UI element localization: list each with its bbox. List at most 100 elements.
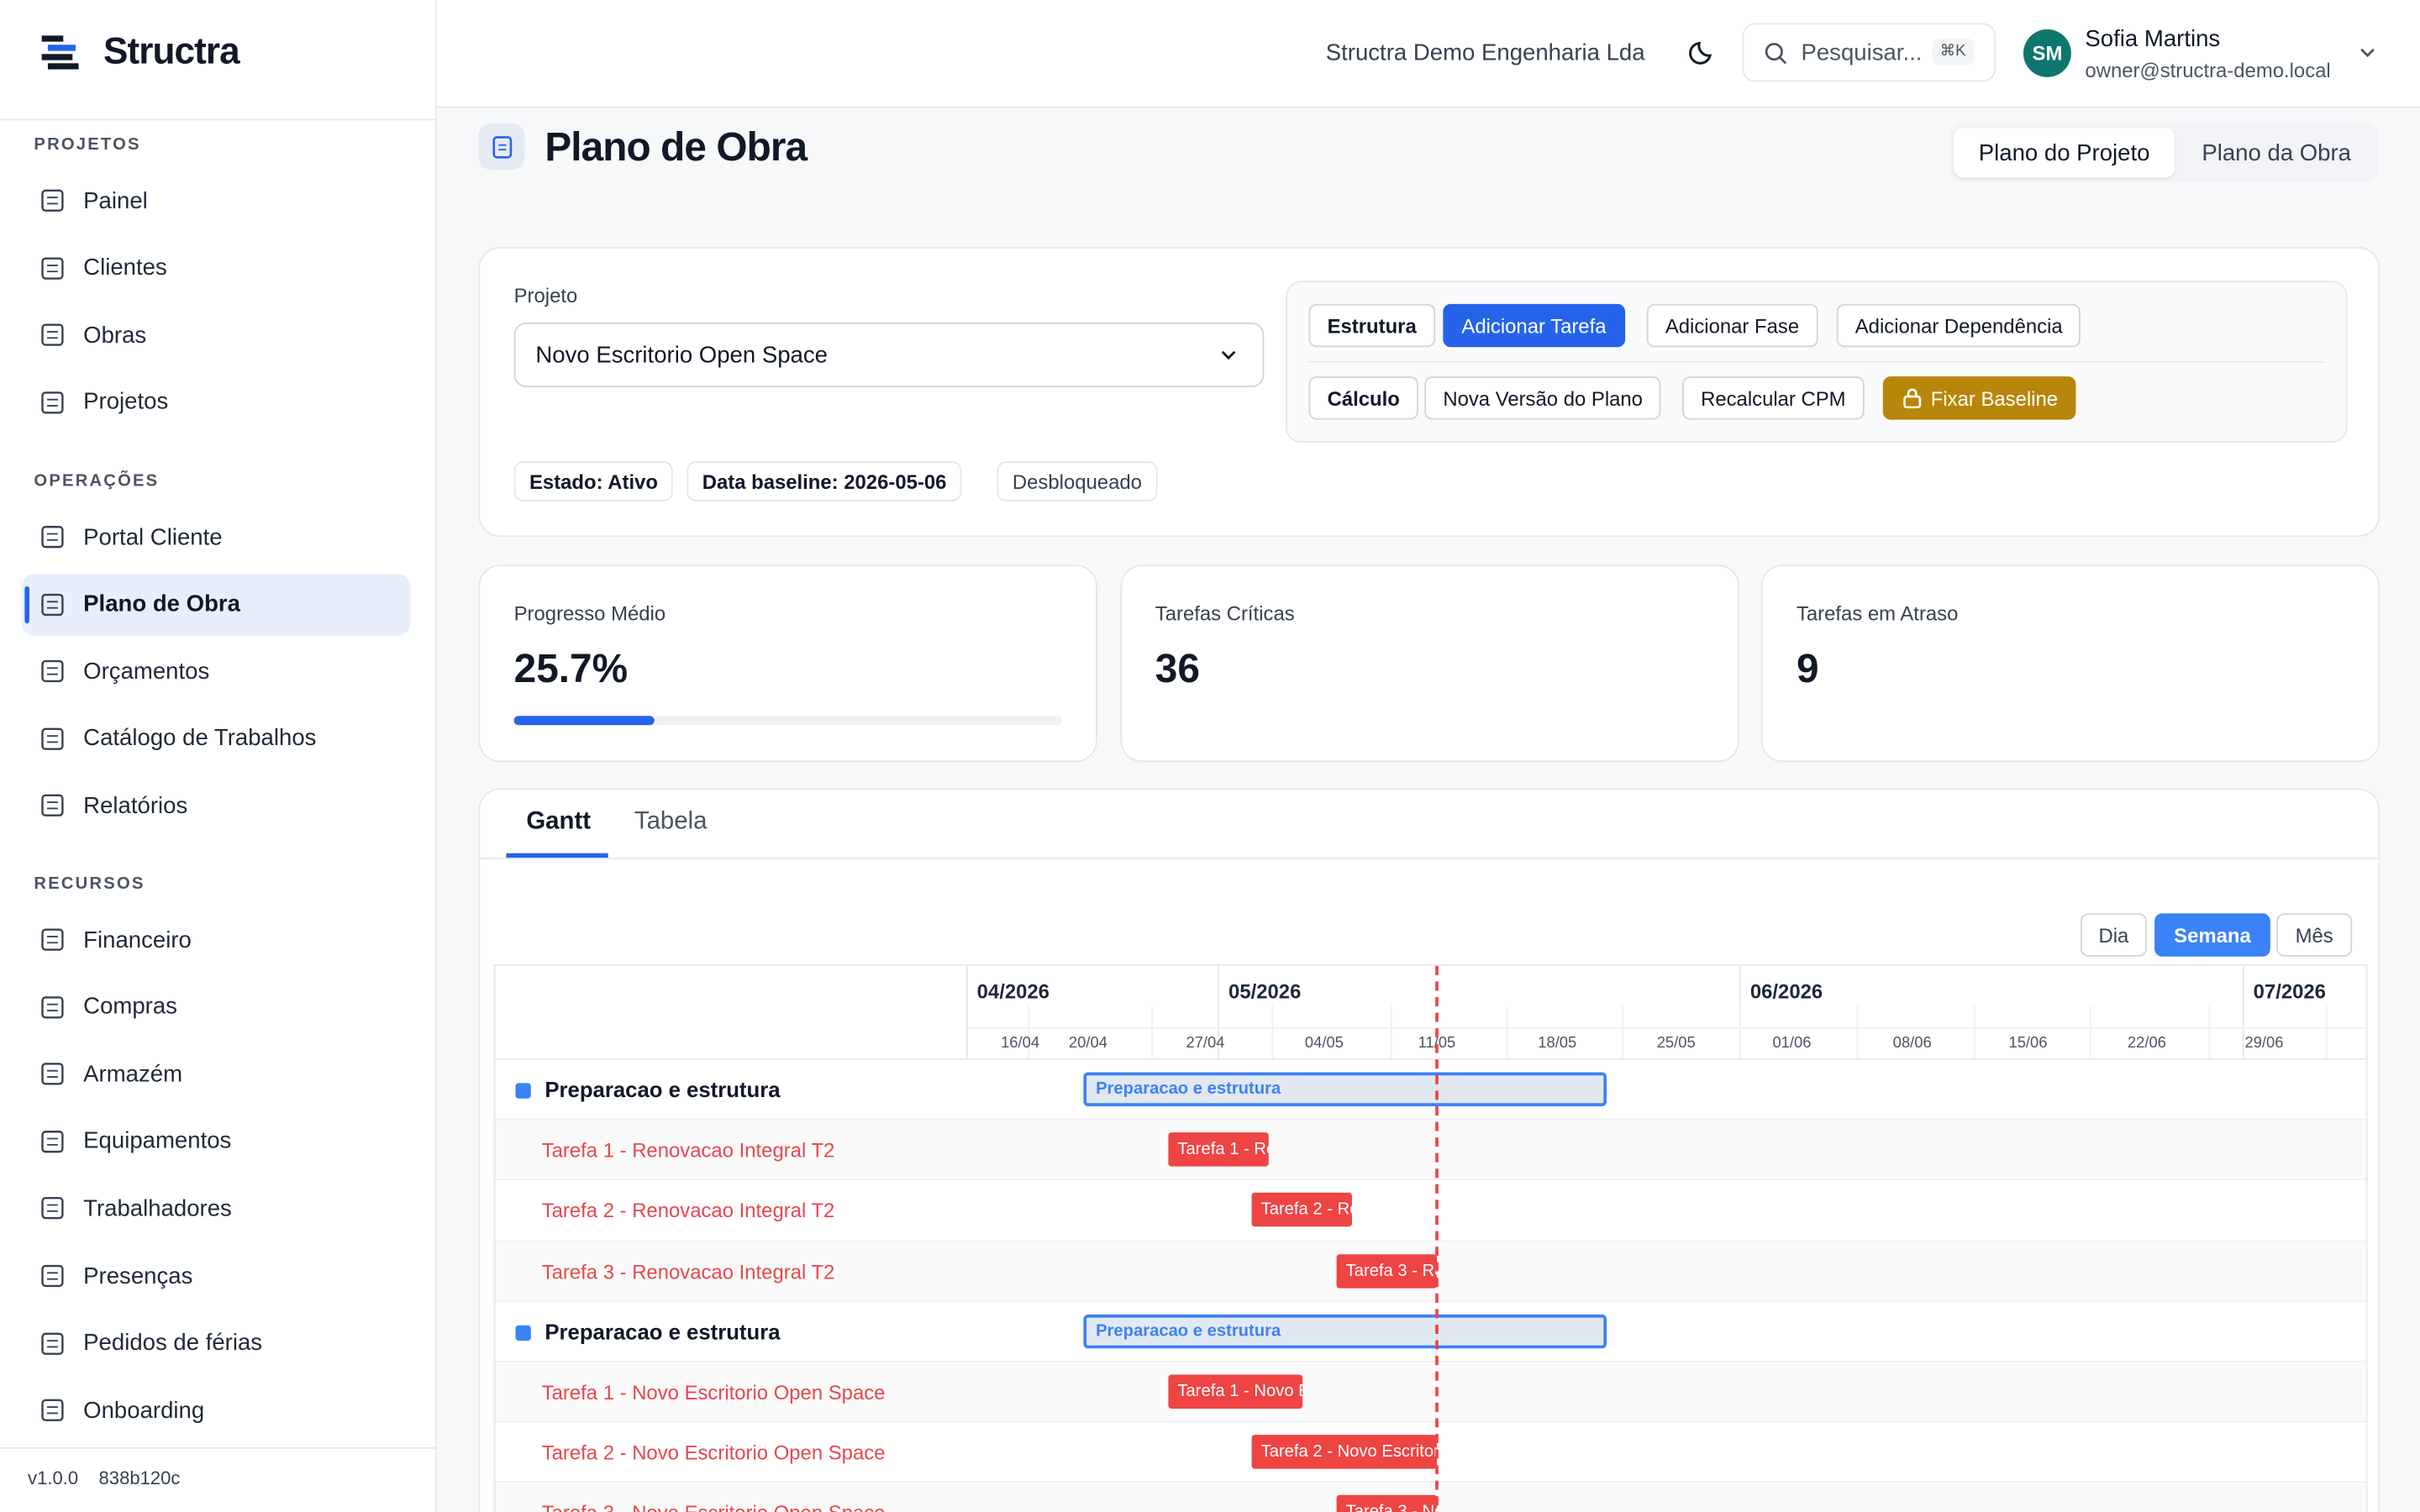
- phase-name: Preparacao e estrutura: [544, 1077, 781, 1102]
- nav-item[interactable]: Portal Cliente: [22, 506, 411, 567]
- stat-value: 25.7%: [513, 644, 629, 691]
- nav-label: Armazém: [83, 1061, 183, 1088]
- user-email: owner@structra-demo.local: [2085, 58, 2331, 82]
- nav-item[interactable]: Presenças: [22, 1245, 411, 1306]
- project-select[interactable]: Novo Escritorio Open Space: [513, 322, 1265, 388]
- view-tab[interactable]: Plano do Projeto: [1954, 128, 2175, 178]
- user-name[interactable]: Sofia Martins: [2085, 26, 2221, 53]
- nav-item[interactable]: Plano de Obra: [21, 573, 411, 635]
- nav-icon: [41, 1399, 64, 1422]
- nav-item[interactable]: Compras: [22, 976, 411, 1037]
- page-title: Plano de Obra: [544, 123, 808, 171]
- action-button[interactable]: Fixar Baseline: [1882, 376, 2077, 420]
- nav-icon: [41, 593, 64, 616]
- nav-item[interactable]: Equipamentos: [22, 1110, 411, 1172]
- nav-item[interactable]: Obras: [22, 304, 411, 365]
- nav-item[interactable]: Projetos: [22, 371, 411, 433]
- nav-label: Financeiro: [83, 926, 192, 953]
- scale-button[interactable]: Semana: [2154, 913, 2270, 957]
- group-label: Estrutura: [1308, 303, 1435, 348]
- row-bg: [495, 1120, 2366, 1181]
- selected-project: Novo Escritorio Open Space: [535, 342, 828, 369]
- phase-bar: Preparacao e estrutura: [1083, 1314, 1607, 1348]
- actions-panel: Estrutura Adicionar Tarefa Adicionar Fas…: [1286, 281, 2348, 444]
- week-label: 20/04: [1068, 1035, 1107, 1053]
- search-placeholder: Pesquisar...: [1801, 39, 1923, 66]
- stat-label: Progresso Médio: [513, 601, 666, 625]
- header-divider: [495, 1058, 2366, 1060]
- action-button[interactable]: Adicionar Dependência: [1836, 303, 2081, 348]
- week-line: [1974, 1005, 1976, 1059]
- week-line: [2325, 1005, 2328, 1059]
- view-tab[interactable]: Plano da Obra: [2202, 139, 2352, 166]
- nav-item[interactable]: Painel: [22, 170, 411, 231]
- nav-icon: [41, 1331, 64, 1355]
- week-label: 15/06: [2008, 1035, 2048, 1053]
- tab[interactable]: Gantt: [526, 808, 592, 835]
- badge: Estado: Ativo: [513, 461, 674, 501]
- action-button[interactable]: Adicionar Fase: [1646, 303, 1818, 348]
- avatar[interactable]: SM: [2023, 29, 2071, 77]
- nav-label: Plano de Obra: [83, 591, 240, 617]
- week-label: 27/04: [1186, 1035, 1225, 1053]
- action-button[interactable]: Nova Versão do Plano: [1424, 376, 1662, 420]
- company[interactable]: Structra Demo Engenharia Lda: [1325, 39, 1645, 66]
- nav-item[interactable]: Catálogo de Trabalhos: [22, 708, 411, 769]
- page-icon: [478, 123, 525, 171]
- stat-card: Tarefas Críticas 36: [1119, 564, 1739, 763]
- action-button[interactable]: Recalcular CPM: [1682, 376, 1865, 420]
- week-line: [2208, 1005, 2211, 1059]
- phase-bar: Preparacao e estrutura: [1083, 1072, 1607, 1106]
- stat-card: Progresso Médio 25.7%: [478, 564, 1097, 763]
- nav-icon: [41, 995, 64, 1018]
- nav-item[interactable]: Relatórios: [22, 775, 411, 837]
- nav-label: Compras: [83, 994, 177, 1021]
- divider: [1308, 360, 2325, 363]
- nav-item[interactable]: Orçamentos: [22, 641, 411, 702]
- scale-button[interactable]: Dia: [2080, 913, 2147, 957]
- nav-item[interactable]: Onboarding: [22, 1379, 411, 1441]
- shortcut: ⌘K: [1932, 38, 1974, 66]
- chevron[interactable]: [2359, 45, 2377, 60]
- nav-item[interactable]: Financeiro: [22, 909, 411, 970]
- tab[interactable]: Tabela: [634, 808, 708, 835]
- task-bar: Tarefa 3 - Renovacao Integral T2: [1336, 1253, 1438, 1288]
- task-name: Tarefa 1 - Novo Escritorio Open Space: [541, 1380, 886, 1404]
- action-button[interactable]: Adicionar Tarefa: [1443, 303, 1625, 348]
- week-line: [1271, 1005, 1274, 1059]
- stat-label: Tarefas Críticas: [1155, 601, 1295, 625]
- theme-toggle[interactable]: [1688, 39, 1716, 66]
- week-line: [1739, 1005, 1741, 1059]
- sidebar: Structra PROJETOS Painel Clientes Obras Proj…: [0, 0, 437, 1512]
- nav-item[interactable]: Clientes: [22, 237, 411, 298]
- nav-label: Projetos: [83, 389, 169, 416]
- month-label: 07/2026: [2253, 979, 2326, 1003]
- week-label: 08/06: [1892, 1035, 1932, 1053]
- task-name: Tarefa 2 - Novo Escritorio Open Space: [541, 1441, 886, 1465]
- nav-label: Orçamentos: [83, 658, 210, 685]
- month-label: 06/2026: [1749, 979, 1823, 1003]
- task-bar: Tarefa 3 - Novo Escritorio Open Space: [1336, 1495, 1438, 1512]
- search-box[interactable]: Pesquisar... ⌘K: [1742, 23, 1996, 82]
- task-name: Tarefa 3 - Renovacao Integral T2: [541, 1259, 835, 1284]
- lock-icon: [1903, 388, 1922, 409]
- progress-track: [513, 716, 1062, 726]
- nav-item[interactable]: Pedidos de férias: [22, 1312, 411, 1373]
- nav-item[interactable]: Armazém: [22, 1043, 411, 1105]
- nav-icon: [41, 1130, 64, 1152]
- nav-label: Equipamentos: [83, 1128, 232, 1155]
- divider: [0, 1446, 435, 1449]
- nav-label: Pedidos de férias: [83, 1330, 263, 1357]
- month-divider: [2242, 965, 2244, 1059]
- nav-label: Relatórios: [83, 792, 188, 820]
- nav-icon: [41, 727, 64, 750]
- divider: [0, 118, 435, 121]
- week-line: [1151, 1005, 1154, 1059]
- nav-item[interactable]: Trabalhadores: [22, 1178, 411, 1239]
- scale-button[interactable]: Mês: [2276, 913, 2353, 957]
- task-bar: Tarefa 1 - Renovacao Integral T2: [1168, 1132, 1269, 1167]
- nav-label: Trabalhadores: [83, 1195, 232, 1222]
- nav-label: Catálogo de Trabalhos: [83, 725, 317, 753]
- nav-icon: [41, 526, 64, 549]
